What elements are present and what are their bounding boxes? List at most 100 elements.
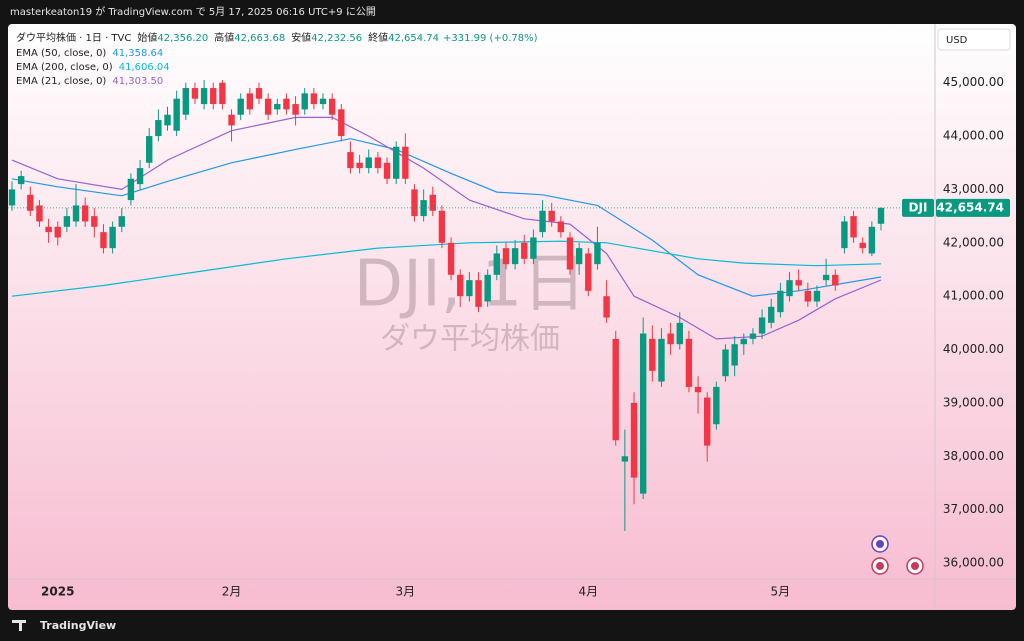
candle-body <box>493 253 501 275</box>
ohlc-value: 42,663.68 <box>234 33 285 44</box>
candle-body <box>264 98 272 115</box>
candle-body <box>438 210 446 243</box>
candle-body <box>338 109 345 137</box>
x-tick-label: 5月 <box>771 585 791 599</box>
currency: USD <box>946 35 968 46</box>
candle-body <box>850 216 857 238</box>
candle-body <box>758 317 766 334</box>
symbol: ダウ平均株価 · 1日 · TVC <box>16 31 131 44</box>
candle-body <box>685 338 693 387</box>
candle-body <box>731 344 738 366</box>
candle-body <box>694 386 702 393</box>
candle-body <box>54 226 61 238</box>
legend-value: 41,358.64 <box>112 48 163 59</box>
candle-body <box>841 221 848 249</box>
candle-body <box>182 88 189 115</box>
y-tick-label: 42,000.00 <box>943 235 1004 249</box>
ohlc-label: 始値 <box>137 31 157 44</box>
x-tick-label: 2025 <box>41 585 74 599</box>
candle-body <box>603 296 610 318</box>
change: +331.99 (+0.78%) <box>443 33 538 44</box>
price-tag-bg <box>936 198 1010 217</box>
candle-body <box>630 402 638 478</box>
candle-body <box>466 280 473 297</box>
ohlc-label: 安値 <box>291 31 311 44</box>
candle-body <box>704 397 711 446</box>
candle-body <box>219 82 226 105</box>
candle-body <box>374 157 382 169</box>
event-icon-dot <box>911 562 919 570</box>
candle-body <box>832 274 839 286</box>
candle-body <box>100 232 107 249</box>
candle-body <box>621 456 629 462</box>
candle-body <box>173 98 180 131</box>
candle-body <box>511 248 519 265</box>
candle-body <box>457 274 464 297</box>
publisher: masterkeaton19 が TradingView.com で 5月 17… <box>10 5 376 18</box>
candle-body <box>557 221 565 233</box>
price-tag-symbol-bg <box>902 198 934 217</box>
legend-name: EMA (21, close, 0) <box>16 76 106 87</box>
logo-icon <box>12 620 26 631</box>
legend-value: 41,303.50 <box>112 76 163 87</box>
y-tick-label: 36,000.00 <box>943 555 1004 569</box>
candle-body <box>612 338 619 441</box>
candle-body <box>484 274 491 302</box>
candle-body <box>191 88 199 99</box>
y-tick-label: 39,000.00 <box>943 395 1004 409</box>
candle-body <box>237 98 244 115</box>
x-tick-label: 3月 <box>396 585 416 599</box>
candle-body <box>356 162 363 169</box>
event-icon-dot <box>876 540 884 548</box>
candle-body <box>200 88 208 105</box>
candle-body <box>310 93 318 105</box>
candle-body <box>319 98 327 105</box>
ema-line <box>11 240 882 297</box>
candle-body <box>36 205 43 222</box>
candle-body <box>566 237 574 270</box>
candle-body <box>786 280 793 297</box>
ohlc-label: 高値 <box>214 31 234 44</box>
candle-body <box>530 237 537 259</box>
candle-body <box>676 322 683 345</box>
x-tick-label: 4月 <box>578 585 598 599</box>
candle-body <box>136 168 144 185</box>
candle-body <box>475 280 482 307</box>
candle-body <box>639 333 647 494</box>
candle-body <box>109 226 116 249</box>
candle-body <box>283 98 290 110</box>
candle-body <box>749 333 757 339</box>
candle-body <box>868 226 876 254</box>
watermark-subtitle: ダウ平均株価 <box>380 322 560 357</box>
candle-body <box>91 216 98 227</box>
candle-body <box>45 226 52 233</box>
candle-body <box>347 152 354 169</box>
candle-body <box>17 176 25 185</box>
y-tick-label: 41,000.00 <box>943 289 1004 303</box>
candle-body <box>292 104 299 115</box>
legend-entry: EMA (21, close, 0) 41,303.50 <box>16 76 163 87</box>
candle-body <box>164 114 171 126</box>
candle-body <box>804 290 812 302</box>
candle-body <box>594 242 601 265</box>
candle-body <box>155 120 162 137</box>
currency-box[interactable] <box>937 28 1011 51</box>
candle-body <box>392 146 400 179</box>
legend-name: EMA (50, close, 0) <box>16 48 106 59</box>
price-tag-symbol: DJI <box>909 200 928 214</box>
candle-body <box>813 290 821 302</box>
legend-entry: EMA (200, close, 0) 41,606.04 <box>16 62 170 73</box>
candle-body <box>383 162 391 179</box>
candle-body <box>585 253 592 291</box>
chart-panel <box>8 24 1016 610</box>
candle-body <box>722 349 729 377</box>
event-icon-dot <box>876 562 884 570</box>
y-tick-label: 37,000.00 <box>943 502 1004 516</box>
candle-body <box>575 248 583 265</box>
candle-body <box>146 136 153 163</box>
candle-body <box>411 189 418 217</box>
candle-body <box>740 338 747 345</box>
footer-logo: TradingView <box>40 619 116 632</box>
candle-body <box>822 274 830 281</box>
